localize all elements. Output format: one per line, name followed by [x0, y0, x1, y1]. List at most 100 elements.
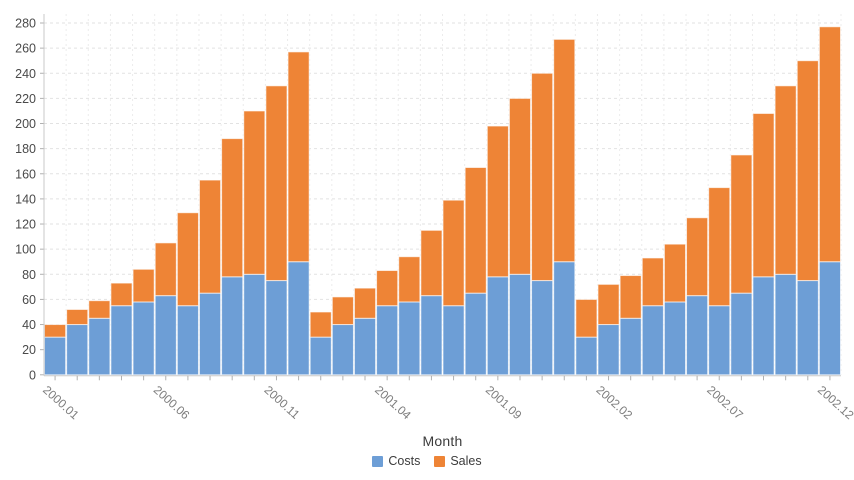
- bar-segment-sales-2001.06[interactable]: [420, 229, 443, 297]
- bar-segment-costs-2001.04[interactable]: [376, 305, 399, 376]
- bar-segment-sales-2002.01[interactable]: [575, 298, 598, 338]
- bar-segment-sales-2002.10[interactable]: [774, 85, 797, 275]
- bar-segment-sales-2000.04[interactable]: [110, 282, 133, 307]
- bar-segment-costs-2002.08[interactable]: [730, 292, 753, 376]
- bar-segment-costs-2000.05[interactable]: [132, 301, 155, 376]
- bar-segment-sales-2000.02[interactable]: [66, 308, 89, 326]
- x-axis-label: 2000.01: [40, 383, 82, 423]
- bar-segment-costs-2002.07[interactable]: [708, 305, 731, 376]
- bar-segment-sales-2002.04[interactable]: [641, 257, 664, 307]
- bar-segment-costs-2002.06[interactable]: [686, 295, 709, 376]
- bar-segment-costs-2002.05[interactable]: [663, 301, 687, 376]
- y-axis-label: 120: [15, 218, 36, 232]
- bar-segment-sales-2001.05[interactable]: [398, 256, 421, 303]
- y-axis-label: 220: [15, 92, 36, 106]
- y-axis-label: 240: [15, 67, 36, 81]
- bar-segment-sales-2001.08[interactable]: [464, 166, 487, 294]
- bar-segment-costs-2000.04[interactable]: [110, 305, 133, 376]
- legend-label-sales: Sales: [450, 454, 482, 468]
- bar-segment-sales-2001.10[interactable]: [508, 97, 532, 275]
- bar-segment-costs-2001.08[interactable]: [464, 292, 487, 376]
- bar-segment-sales-2002.03[interactable]: [619, 275, 642, 319]
- legend-item-costs[interactable]: Costs: [372, 454, 420, 468]
- bar-segment-sales-2002.11[interactable]: [796, 60, 819, 282]
- bar-segment-costs-2001.05[interactable]: [398, 301, 421, 376]
- bar-segment-costs-2001.11[interactable]: [531, 280, 554, 376]
- bar-segment-costs-2002.11[interactable]: [796, 280, 819, 376]
- costs-swatch: [372, 455, 384, 467]
- bar-segment-costs-2001.07[interactable]: [442, 305, 465, 376]
- bar-segment-costs-2000.01[interactable]: [44, 336, 67, 376]
- bar-segment-costs-2002.10[interactable]: [774, 273, 797, 376]
- bar-segment-costs-2000.10[interactable]: [243, 273, 266, 376]
- bar-segment-costs-2002.12[interactable]: [818, 261, 841, 376]
- bar-segment-costs-2000.03[interactable]: [88, 317, 111, 376]
- bar-segment-costs-2002.09[interactable]: [752, 276, 775, 376]
- bar-segment-sales-2000.10[interactable]: [243, 110, 266, 275]
- bar-segment-costs-2000.06[interactable]: [154, 295, 177, 376]
- bar-segment-sales-2001.11[interactable]: [531, 72, 554, 282]
- bar-segment-costs-2001.03[interactable]: [353, 317, 377, 376]
- bar-segment-sales-2001.09[interactable]: [486, 125, 509, 278]
- bar-segment-costs-2000.02[interactable]: [66, 324, 89, 376]
- bar-segment-costs-2000.09[interactable]: [221, 276, 244, 376]
- y-axis-label: 0: [29, 368, 36, 382]
- bar-segment-sales-2001.07[interactable]: [442, 199, 465, 307]
- bar-segment-sales-2001.02[interactable]: [331, 296, 354, 326]
- x-axis-label: 2000.11: [261, 383, 302, 422]
- x-axis-label: 2002.12: [815, 383, 854, 423]
- bar-segment-costs-2001.06[interactable]: [420, 295, 443, 376]
- bar-segment-costs-2001.12[interactable]: [553, 261, 576, 376]
- x-axis-label: 2000.06: [151, 383, 193, 423]
- bar-segment-costs-2000.11[interactable]: [265, 280, 288, 376]
- bar-segment-sales-2002.07[interactable]: [708, 187, 731, 307]
- bar-segment-costs-2002.01[interactable]: [575, 336, 598, 376]
- bar-segment-costs-2000.07[interactable]: [176, 305, 199, 376]
- bar-segment-sales-2000.05[interactable]: [132, 268, 155, 303]
- bar-segment-costs-2001.02[interactable]: [331, 324, 354, 376]
- stacked-bar-chart: 0 20 40 60 80 100 120 140 160 180 200 220 240 260 280 2…: [15, 14, 854, 423]
- bar-segment-sales-2000.07[interactable]: [176, 212, 199, 307]
- bar-segment-sales-2000.09[interactable]: [221, 138, 244, 278]
- bar-segment-costs-2001.10[interactable]: [508, 273, 532, 376]
- x-axis-title: Month: [422, 433, 463, 449]
- bar-segment-costs-2002.02[interactable]: [597, 324, 620, 376]
- bar-segment-sales-2002.05[interactable]: [663, 243, 687, 303]
- bar-segment-sales-2002.06[interactable]: [686, 217, 709, 297]
- bar-segment-sales-2000.12[interactable]: [287, 51, 310, 263]
- bar-segment-costs-2000.12[interactable]: [287, 261, 310, 376]
- x-axis-label: 2002.07: [704, 383, 746, 423]
- bar-segment-sales-2002.12[interactable]: [818, 26, 841, 263]
- y-axis-label: 80: [22, 268, 36, 282]
- bar-segment-sales-2001.03[interactable]: [353, 287, 377, 319]
- legend-item-sales[interactable]: Sales: [434, 454, 482, 468]
- bar-segment-sales-2001.12[interactable]: [553, 38, 576, 263]
- y-axis-label: 40: [22, 318, 36, 332]
- y-axis-label: 20: [22, 343, 36, 357]
- bar-segment-costs-2001.01[interactable]: [309, 336, 332, 376]
- y-axis-label: 160: [15, 167, 36, 181]
- bar-segment-sales-2000.01[interactable]: [44, 324, 67, 338]
- bar-segment-costs-2002.04[interactable]: [641, 305, 664, 376]
- y-axis-label: 140: [15, 192, 36, 206]
- bar-segment-sales-2000.08[interactable]: [198, 179, 222, 294]
- x-axis-label: 2002.02: [594, 383, 636, 423]
- bar-segment-sales-2002.02[interactable]: [597, 283, 620, 326]
- y-axis-label: 180: [15, 142, 36, 156]
- y-axis-label: 260: [15, 42, 36, 56]
- x-axis-label: 2001.04: [372, 383, 414, 423]
- y-axis-label: 100: [15, 243, 36, 257]
- bar-segment-sales-2002.09[interactable]: [752, 112, 775, 278]
- bar-segment-sales-2001.01[interactable]: [309, 311, 332, 338]
- bar-segment-costs-2002.03[interactable]: [619, 317, 642, 376]
- legend: Costs Sales: [0, 454, 854, 468]
- bar-segment-sales-2000.06[interactable]: [154, 242, 177, 297]
- bar-segment-sales-2001.04[interactable]: [376, 270, 399, 307]
- bar-segment-costs-2000.08[interactable]: [198, 292, 222, 376]
- bar-segment-sales-2000.11[interactable]: [265, 85, 288, 282]
- bar-segment-sales-2002.08[interactable]: [730, 154, 753, 294]
- sales-swatch: [434, 455, 446, 467]
- bar-segment-sales-2000.03[interactable]: [88, 300, 111, 319]
- bar-segment-costs-2001.09[interactable]: [486, 276, 509, 376]
